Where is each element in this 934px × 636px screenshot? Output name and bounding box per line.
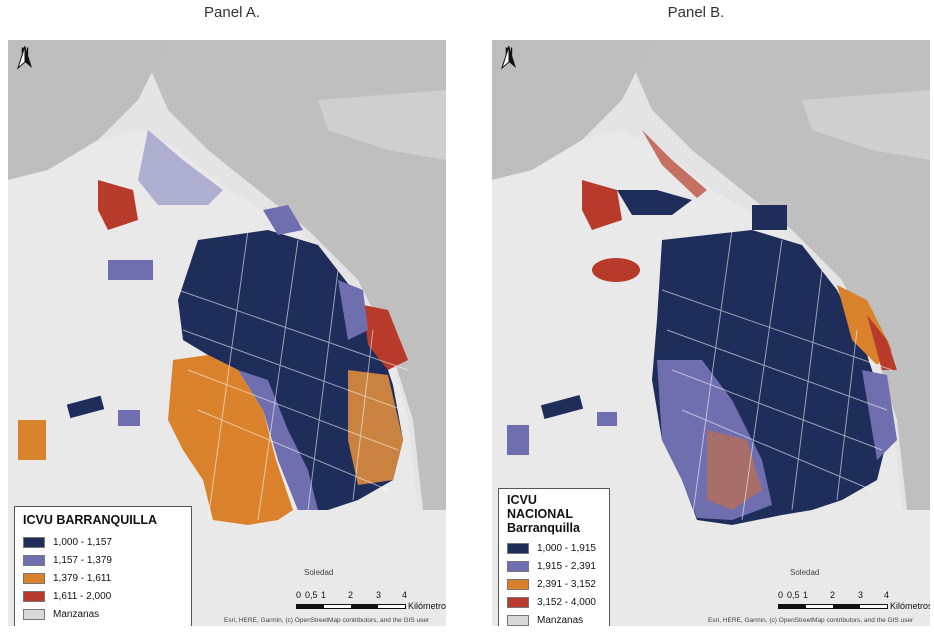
legend-swatch — [507, 596, 529, 608]
legend-item: 1,000 - 1,157 — [23, 533, 183, 551]
river — [622, 40, 930, 510]
scale-bar-b: 0 0,5 1 2 3 4 Kilómetros — [778, 590, 930, 611]
legend-title: ICVU BARRANQUILLA — [23, 513, 158, 527]
zone-north-red — [582, 180, 622, 230]
zone-strip — [263, 205, 303, 235]
legend-item: 1,379 - 1,611 — [23, 569, 183, 587]
legend-label: 1,915 - 2,391 — [537, 560, 596, 572]
zone-north-redline — [642, 130, 707, 198]
sea — [8, 40, 168, 180]
zone-purple-east — [862, 370, 897, 460]
legend-label: 3,152 - 4,000 — [537, 596, 596, 608]
north-arrow-icon — [16, 46, 32, 70]
legend-swatch — [23, 608, 45, 620]
legend-swatch — [23, 590, 45, 602]
panel-b-title: Panel B. — [667, 4, 725, 21]
scale-tick: 2 — [348, 590, 354, 600]
legend-swatch — [23, 572, 45, 584]
zone-west-4 — [597, 412, 617, 426]
legend-label: 1,157 - 1,379 — [53, 554, 112, 566]
legend-panel-b: ICVU NACIONAL Barranquilla 1,000 - 1,915 … — [498, 488, 610, 626]
legend-swatch — [507, 578, 529, 590]
scale-tick: 0,5 — [787, 590, 800, 600]
scale-tick: 0 — [296, 590, 302, 600]
legend-item: 1,611 - 2,000 — [23, 587, 183, 605]
zone-north-dark — [617, 190, 692, 215]
legend-panel-a: ICVU BARRANQUILLA 1,000 - 1,157 1,157 - … — [14, 506, 192, 626]
panel-a-title: Panel A. — [204, 4, 260, 21]
scale-unit: Kilómetros — [408, 601, 446, 611]
scale-tick: 1 — [803, 590, 809, 600]
map-canvas-a — [8, 40, 446, 626]
attribution: Esri, HERE, Garmin, (c) OpenStreetMap co… — [224, 617, 430, 624]
legend-item: 2,391 - 3,152 — [507, 575, 601, 593]
legend-label: 1,611 - 2,000 — [53, 590, 112, 602]
legend-swatch — [507, 614, 529, 626]
scale-bar-a: 0 0,5 1 2 3 4 Kilómetros — [296, 590, 446, 611]
legend-title: ICVU NACIONAL — [507, 493, 573, 521]
scale-bar-graphic — [778, 603, 888, 609]
zone-west-red — [592, 258, 640, 282]
zone-north-purple — [138, 130, 223, 205]
legend-swatch — [507, 542, 529, 554]
zone-red-east — [867, 315, 897, 370]
scale-bar-graphic — [296, 603, 406, 609]
legend-label: 2,391 - 3,152 — [537, 578, 596, 590]
legend-label: Manzanas — [53, 608, 100, 620]
zone-west-4 — [118, 410, 140, 426]
north-arrow-icon — [500, 46, 516, 70]
legend-swatch — [507, 560, 529, 572]
zone-west-2 — [66, 395, 105, 419]
north-arrow: N — [14, 46, 36, 86]
legend-label: 1,000 - 1,915 — [537, 542, 596, 554]
zone-purple-3 — [338, 280, 368, 340]
zone-purple — [238, 370, 318, 510]
zone-west-2 — [540, 395, 584, 419]
scale-tick: 0 — [778, 590, 784, 600]
street-grid — [177, 229, 409, 521]
zone-purple-2 — [348, 370, 403, 485]
legend-item: 1,000 - 1,915 — [507, 539, 601, 557]
zone-red — [363, 305, 408, 370]
place-label-soledad: Soledad — [790, 568, 820, 577]
attribution: Esri, HERE, Garmin, (c) OpenStreetMap co… — [708, 617, 914, 624]
street-grid — [661, 229, 893, 521]
map-panel-a: N ICVU BARRANQUILLA 1,000 - 1,157 1,157 … — [8, 40, 446, 626]
zone-orange-mix — [707, 430, 762, 510]
legend-item: 1,157 - 1,379 — [23, 551, 183, 569]
scale-tick: 1 — [321, 590, 327, 600]
scale-tick: 4 — [884, 590, 890, 600]
north-arrow: N — [498, 46, 520, 86]
scale-tick: 0,5 — [305, 590, 318, 600]
sea — [492, 40, 652, 180]
zone-orange — [168, 355, 293, 525]
zone-west-1 — [108, 260, 153, 280]
zone-northeast — [752, 205, 787, 230]
legend-subtitle: Barranquilla — [507, 521, 580, 535]
scale-tick: 2 — [830, 590, 836, 600]
scale-tick: 4 — [402, 590, 408, 600]
sea-lagoon — [318, 90, 446, 160]
legend-item: Manzanas — [507, 611, 601, 626]
legend-item: 1,915 - 2,391 — [507, 557, 601, 575]
place-label-soledad: Soledad — [304, 568, 334, 577]
legend-swatch — [23, 554, 45, 566]
legend-label: 1,000 - 1,157 — [53, 536, 112, 548]
zone-west-3 — [507, 425, 529, 455]
scale-tick: 3 — [376, 590, 382, 600]
zone-north-red — [98, 180, 138, 230]
legend-item: 3,152 - 4,000 — [507, 593, 601, 611]
scale-tick: 3 — [858, 590, 864, 600]
river — [138, 40, 446, 510]
map-canvas-b — [492, 40, 930, 626]
scale-unit: Kilómetros — [890, 601, 930, 611]
sea-lagoon — [802, 90, 930, 160]
legend-item: Manzanas — [23, 605, 183, 623]
zone-west-3 — [18, 420, 46, 460]
legend-label: 1,379 - 1,611 — [53, 572, 112, 584]
legend-swatch — [23, 536, 45, 548]
legend-label: Manzanas — [537, 614, 584, 626]
